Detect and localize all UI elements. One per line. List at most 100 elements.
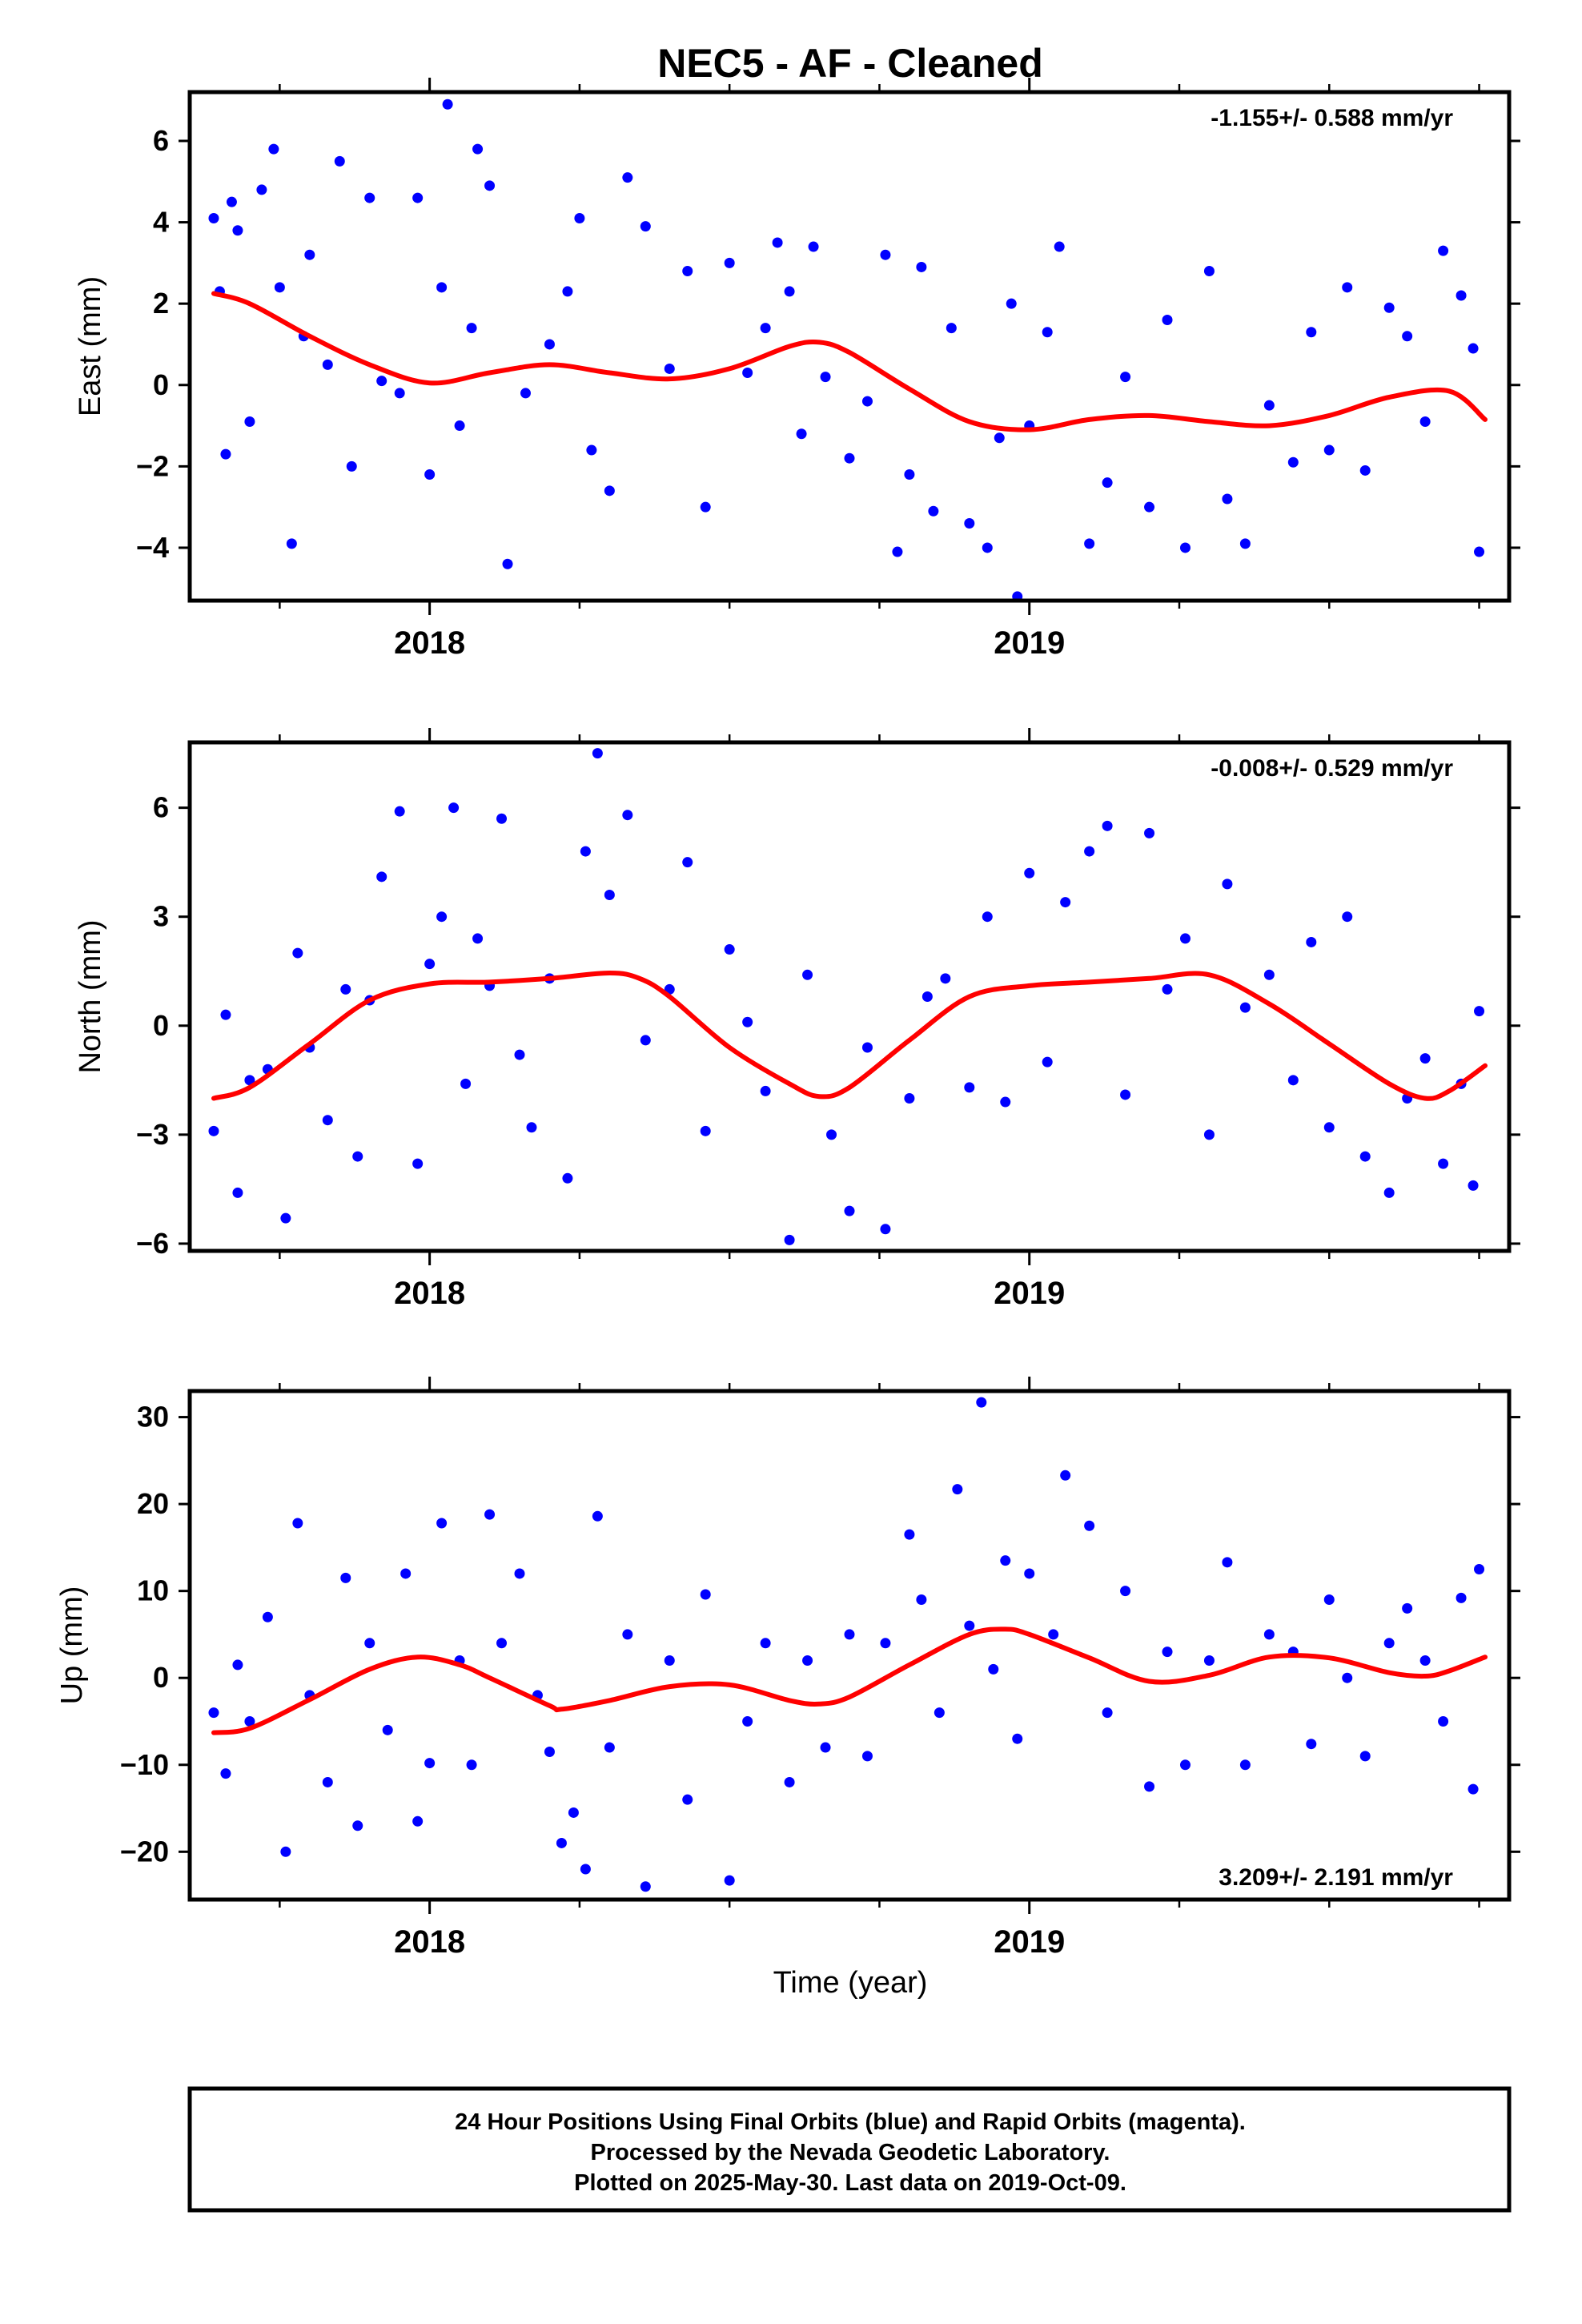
up-point-51 xyxy=(1012,1733,1023,1744)
north-point-46 xyxy=(964,1082,975,1093)
north-point-49 xyxy=(1024,867,1035,879)
up-point-70 xyxy=(1383,1638,1395,1649)
x-axis-label: Time (year) xyxy=(773,1966,928,2000)
east-point-49 xyxy=(892,546,903,557)
north-point-60 xyxy=(1239,1002,1251,1013)
east-point-31 xyxy=(586,444,597,456)
east-point-68 xyxy=(1203,266,1215,277)
east-point-25 xyxy=(484,180,496,191)
up-point-41 xyxy=(861,1751,873,1762)
north-point-58 xyxy=(1203,1129,1215,1140)
up-point-50 xyxy=(1000,1555,1011,1566)
up-ytick-label-0: −20 xyxy=(120,1835,169,1868)
up-point-48 xyxy=(976,1397,987,1408)
north-point-47 xyxy=(982,911,993,923)
north-point-65 xyxy=(1342,911,1353,923)
up-point-38 xyxy=(802,1655,813,1666)
up-point-10 xyxy=(352,1820,363,1831)
east-rate-label: -1.155+/- 0.588 mm/yr xyxy=(1211,105,1453,131)
up-point-2 xyxy=(232,1659,243,1671)
up-point-37 xyxy=(784,1776,795,1787)
up-point-25 xyxy=(568,1807,579,1818)
up-point-29 xyxy=(622,1629,633,1640)
east-point-32 xyxy=(604,485,615,497)
east-point-3 xyxy=(226,196,237,207)
east-point-73 xyxy=(1306,327,1317,338)
east-plot-frame xyxy=(187,90,1512,603)
north-point-51 xyxy=(1060,897,1071,908)
up-point-58 xyxy=(1144,1781,1155,1792)
north-point-28 xyxy=(604,890,615,900)
north-point-63 xyxy=(1306,936,1317,947)
north-point-10 xyxy=(352,1151,363,1162)
north-model-curve xyxy=(211,970,1488,1101)
east-point-58 xyxy=(1012,591,1023,601)
north-point-59 xyxy=(1222,879,1233,890)
north-ytick-label-3: 3 xyxy=(153,900,169,933)
east-point-40 xyxy=(760,323,771,334)
up-y-axis-label: Up (mm) xyxy=(55,1586,89,1705)
east-point-72 xyxy=(1287,456,1299,468)
up-point-46 xyxy=(952,1484,963,1495)
north-point-35 xyxy=(742,1016,753,1027)
east-point-69 xyxy=(1222,493,1233,505)
up-point-45 xyxy=(934,1707,945,1719)
east-point-48 xyxy=(880,249,891,260)
up-point-71 xyxy=(1402,1602,1413,1614)
up-point-24 xyxy=(556,1837,567,1848)
east-point-22 xyxy=(454,420,465,432)
north-point-67 xyxy=(1383,1187,1395,1198)
east-point-41 xyxy=(772,237,783,248)
north-rate-label: -0.008+/- 0.529 mm/yr xyxy=(1211,755,1453,782)
east-point-61 xyxy=(1054,241,1065,252)
east-point-51 xyxy=(916,261,927,272)
north-point-21 xyxy=(496,813,508,824)
north-point-34 xyxy=(724,944,735,955)
east-point-76 xyxy=(1359,464,1371,476)
east-point-43 xyxy=(796,428,807,440)
up-point-64 xyxy=(1263,1629,1275,1640)
up-point-35 xyxy=(742,1715,753,1727)
east-point-24 xyxy=(472,143,484,155)
east-ytick-label-1: −2 xyxy=(136,449,169,482)
up-point-23 xyxy=(544,1746,555,1757)
east-point-53 xyxy=(946,323,957,334)
east-point-18 xyxy=(412,192,424,203)
north-point-55 xyxy=(1144,827,1155,838)
east-point-12 xyxy=(322,359,333,370)
north-point-30 xyxy=(640,1035,651,1046)
east-point-71 xyxy=(1263,400,1275,411)
north-point-37 xyxy=(784,1234,795,1245)
up-point-57 xyxy=(1120,1586,1131,1597)
up-point-36 xyxy=(760,1638,771,1649)
up-point-73 xyxy=(1438,1715,1449,1727)
up-plot-frame xyxy=(187,1389,1512,1902)
up-point-60 xyxy=(1179,1759,1191,1771)
east-point-81 xyxy=(1456,290,1467,301)
east-point-57 xyxy=(1006,298,1017,309)
north-point-66 xyxy=(1359,1151,1371,1162)
north-point-69 xyxy=(1419,1053,1431,1064)
east-point-6 xyxy=(256,184,267,195)
up-point-56 xyxy=(1102,1707,1113,1719)
north-point-62 xyxy=(1287,1075,1299,1086)
east-point-29 xyxy=(562,286,573,297)
east-point-67 xyxy=(1179,542,1191,553)
east-ytick-label-4: 4 xyxy=(153,206,169,239)
north-point-29 xyxy=(622,810,633,821)
north-point-14 xyxy=(412,1158,424,1169)
east-point-56 xyxy=(994,432,1005,444)
east-point-2 xyxy=(220,448,231,460)
north-ytick-label-1: −3 xyxy=(136,1118,169,1151)
east-point-55 xyxy=(982,542,993,553)
east-point-35 xyxy=(664,363,675,374)
east-point-16 xyxy=(376,376,387,387)
north-point-61 xyxy=(1263,969,1275,980)
north-point-0 xyxy=(208,1125,219,1136)
north-y-axis-label: North (mm) xyxy=(74,919,107,1073)
east-point-28 xyxy=(544,339,555,350)
up-xtick-label-1: 2019 xyxy=(994,1924,1065,1960)
east-point-62 xyxy=(1084,538,1095,549)
east-point-15 xyxy=(364,192,375,203)
